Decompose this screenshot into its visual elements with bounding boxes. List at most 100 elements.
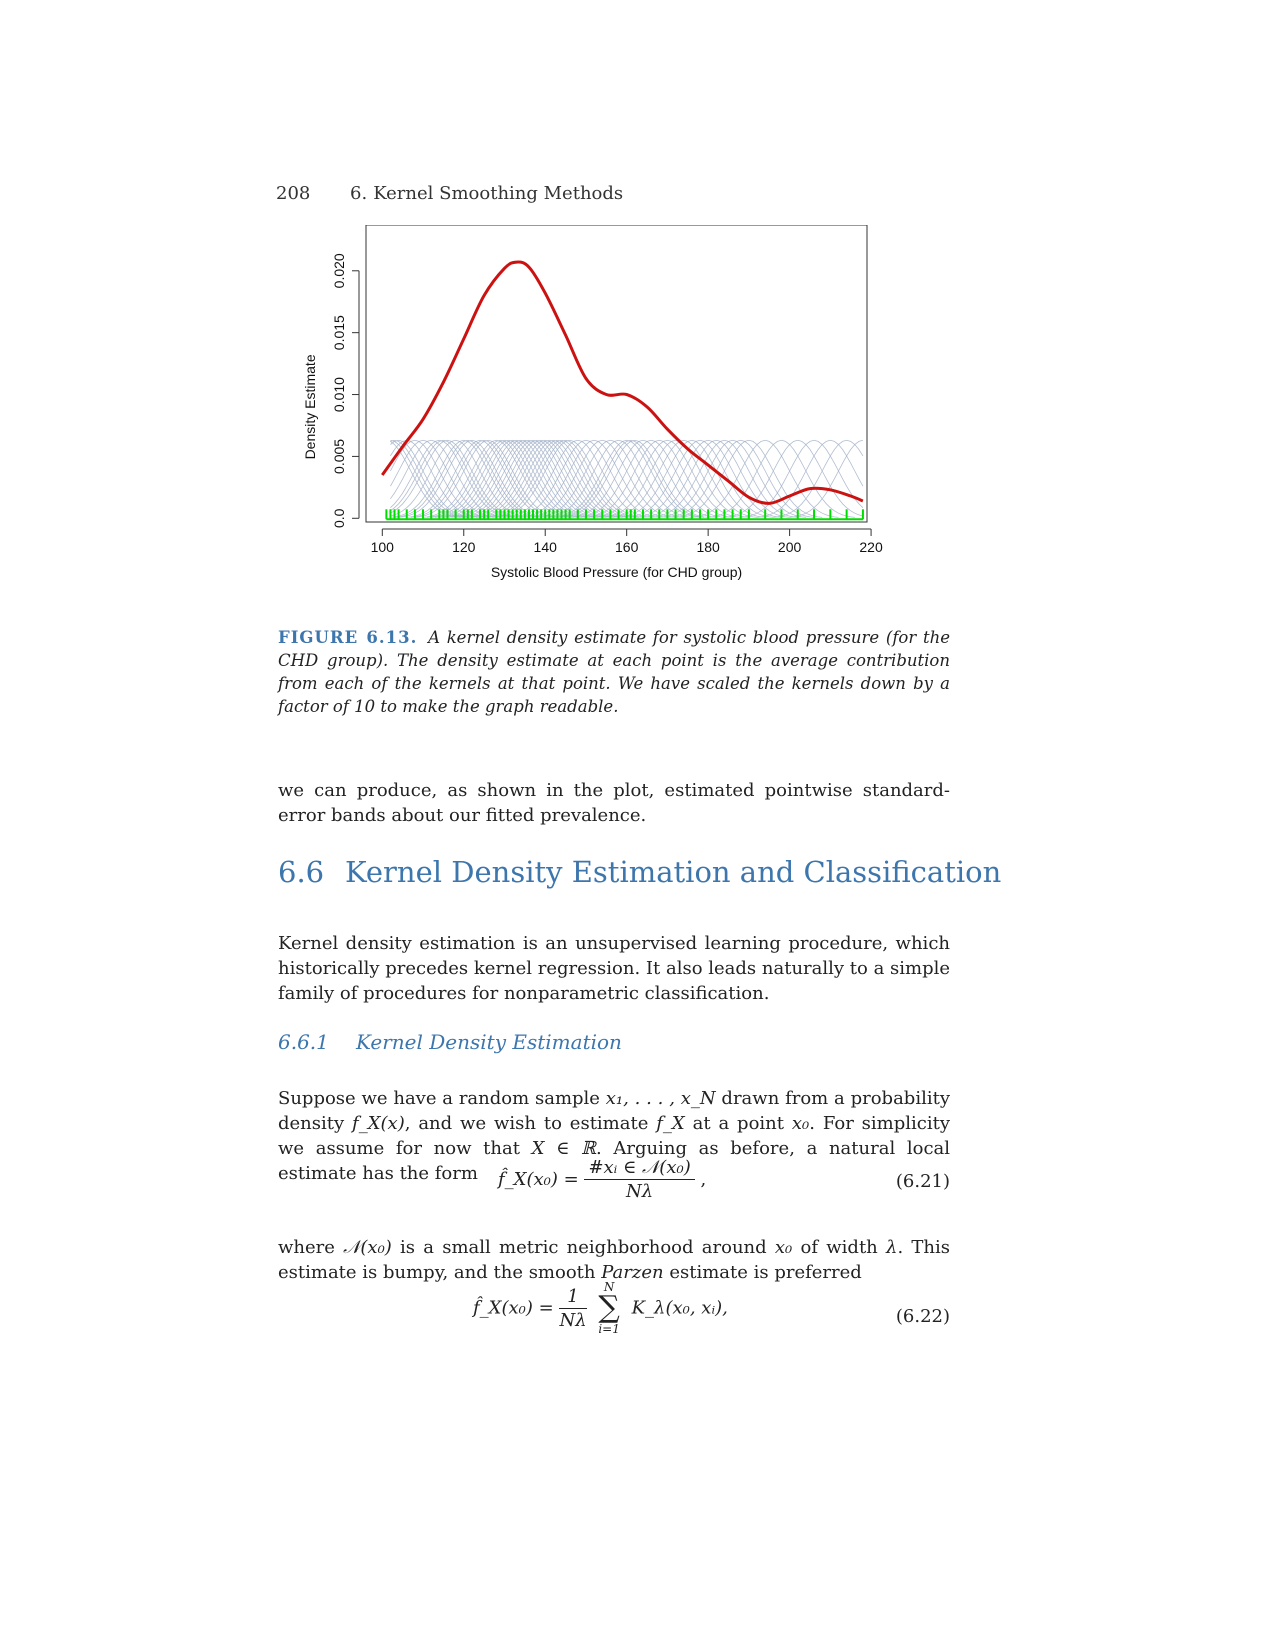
kernel-curve xyxy=(484,439,631,518)
kernel-curve xyxy=(634,439,782,518)
math-inline: f_X(x) xyxy=(352,1113,405,1134)
kernel-curve xyxy=(789,439,864,518)
kernel-curve xyxy=(427,439,574,518)
text-run: at a point xyxy=(684,1113,792,1134)
x-tick-label: 180 xyxy=(696,539,720,555)
summation-term: K_λ(x₀, xᵢ), xyxy=(631,1297,728,1319)
kernel-curves xyxy=(390,439,864,518)
density-line xyxy=(381,260,864,505)
text-run: . Arguing as before, a natural local est… xyxy=(278,1138,951,1184)
text-run: , and we wish to estimate xyxy=(404,1113,657,1134)
kernel-curve xyxy=(467,439,615,518)
kernel-curve xyxy=(410,439,558,518)
paragraph: Suppose we have a random sample x₁, . . … xyxy=(278,1086,950,1186)
equation-lhs: f̂_X(x₀) = xyxy=(498,1169,579,1190)
fraction: 1 Nλ xyxy=(559,1286,587,1331)
section-title: Kernel Density Estimation and Classifica… xyxy=(345,855,1002,889)
equation-number: (6.22) xyxy=(895,1306,950,1327)
math-inline: x₀ xyxy=(774,1237,793,1258)
kernel-curve xyxy=(708,439,855,518)
figure-label: FIGURE 6.13. xyxy=(278,628,418,647)
fraction: #xᵢ ∈ 𝒩(x₀) Nλ xyxy=(584,1157,695,1202)
chapter-title: Kernel Smoothing Methods xyxy=(373,183,624,204)
density-curve xyxy=(381,260,864,505)
subsection-title: Kernel Density Estimation xyxy=(356,1030,622,1054)
paragraph: Kernel density estimation is an unsuperv… xyxy=(278,933,951,1004)
kernel-curve xyxy=(585,439,733,518)
sum-lower-limit: i=1 xyxy=(598,1322,620,1336)
kernel-curve xyxy=(667,439,815,518)
kernel-curve xyxy=(773,439,864,518)
kernel-curve xyxy=(740,439,864,518)
x-tick-label: 100 xyxy=(371,539,395,555)
math-inline: 𝒩(x₀) xyxy=(343,1237,392,1258)
text-run: . For simplicity we assume for now that xyxy=(278,1113,951,1159)
kde-chart: 100 120 140 160 180 200 220 0.0 0.005 0.010 0.015… xyxy=(302,225,883,580)
subsection-number: 6.6.1 xyxy=(278,1030,329,1054)
chapter-number: 6. xyxy=(350,183,368,204)
text-run: where xyxy=(278,1237,344,1258)
kernel-curve xyxy=(651,439,798,518)
kernel-curve xyxy=(602,439,749,518)
equation-trail: , xyxy=(700,1169,707,1190)
x-axis-label: Systolic Blood Pressure (for CHD group) xyxy=(491,564,742,580)
denominator: Nλ xyxy=(625,1181,654,1202)
running-head: 208 6. Kernel Smoothing Methods xyxy=(276,183,623,204)
kernel-curve xyxy=(451,439,599,518)
text-run: estimate is preferred xyxy=(663,1262,862,1283)
equation-6-21: f̂_X(x₀) = #xᵢ ∈ 𝒩(x₀) Nλ , (6.21) xyxy=(278,1157,950,1213)
kernel-curve xyxy=(475,439,623,518)
kernel-curve xyxy=(756,439,864,518)
denominator: Nλ xyxy=(559,1309,587,1331)
sigma-symbol: ∑ xyxy=(598,1290,620,1325)
kernel-curve xyxy=(557,439,705,518)
section-number: 6.6 xyxy=(278,855,325,889)
y-tick-label: 0.015 xyxy=(331,315,347,350)
figure-caption-text: A kernel density estimate for systolic b… xyxy=(278,628,950,716)
math-inline: x₁, . . . , x_N xyxy=(605,1088,716,1109)
math-inline: Parzen xyxy=(601,1262,664,1283)
math-inline: f_X xyxy=(656,1113,685,1134)
kernel-curve xyxy=(390,439,468,518)
summation: N ∑ i=1 xyxy=(598,1280,620,1336)
y-tick-label: 0.020 xyxy=(331,253,347,288)
y-tick-label: 0.010 xyxy=(331,377,347,412)
paragraph: we can produce, as shown in the plot, es… xyxy=(278,780,950,826)
numerator: 1 xyxy=(559,1286,587,1309)
text-run: . This estimate is bumpy, and the smooth xyxy=(278,1237,950,1283)
plot-frame xyxy=(365,225,868,523)
text-run: Suppose we have a random sample xyxy=(278,1088,606,1109)
text-run: is a small metric neighborhood around xyxy=(391,1237,775,1258)
text-run: of width xyxy=(792,1237,887,1258)
section-heading: 6.6 Kernel Density Estimation and Classif… xyxy=(278,855,1001,889)
x-tick-label: 220 xyxy=(859,539,883,555)
math-inline: λ xyxy=(886,1237,898,1258)
kernel-curve xyxy=(618,439,766,518)
equation-number: (6.21) xyxy=(895,1171,950,1192)
math-inline: X ∈ ℝ xyxy=(531,1138,597,1159)
math-inline: x₀ xyxy=(791,1113,810,1134)
text-run: drawn from a probability density xyxy=(278,1088,950,1134)
y-tick-label: 0.0 xyxy=(331,508,347,528)
equation-lhs: f̂_X(x₀) = xyxy=(473,1297,554,1319)
kernel-curve xyxy=(435,439,582,518)
y-tick-label: 0.005 xyxy=(331,439,347,474)
y-axis: 0.0 0.005 0.010 0.015 0.020 xyxy=(331,253,360,528)
kernel-curve xyxy=(724,439,864,518)
x-axis: 100 120 140 160 180 200 220 xyxy=(371,528,883,555)
rug-plot xyxy=(385,509,864,521)
figure-6-13: 100 120 140 160 180 200 220 0.0 0.005 0.010 0.015… xyxy=(300,225,930,615)
x-tick-label: 140 xyxy=(534,539,558,555)
equation-6-22: f̂_X(x₀) = 1 Nλ N ∑ i=1 K_λ(x₀, xᵢ), (6.… xyxy=(278,1280,950,1360)
x-tick-label: 160 xyxy=(615,539,639,555)
x-tick-label: 120 xyxy=(452,539,476,555)
y-axis-label: Density Estimate xyxy=(302,354,318,459)
page-number: 208 xyxy=(276,183,311,204)
sum-upper-limit: N xyxy=(603,1280,615,1294)
figure-caption: FIGURE 6.13. A kernel density estimate f… xyxy=(278,626,950,718)
kernel-curve xyxy=(443,439,591,518)
numerator: #xᵢ ∈ 𝒩(x₀) xyxy=(584,1157,695,1180)
paragraph: where 𝒩(x₀) is a small metric neighborho… xyxy=(278,1235,950,1285)
kernel-curve xyxy=(492,439,639,518)
subsection-heading: 6.6.1 Kernel Density Estimation xyxy=(278,1030,622,1054)
